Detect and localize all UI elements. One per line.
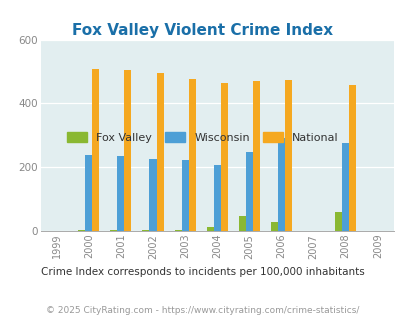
Bar <box>213 165 220 231</box>
Bar <box>124 70 131 231</box>
Bar <box>277 138 284 231</box>
Text: Crime Index corresponds to incidents per 100,000 inhabitants: Crime Index corresponds to incidents per… <box>41 267 364 277</box>
Text: Fox Valley Violent Crime Index: Fox Valley Violent Crime Index <box>72 23 333 38</box>
Bar <box>270 222 277 231</box>
Bar <box>78 230 85 231</box>
Bar <box>188 80 195 231</box>
Bar <box>149 159 156 231</box>
Bar <box>252 82 259 231</box>
Bar <box>92 69 99 231</box>
Bar <box>206 227 213 231</box>
Bar <box>142 230 149 231</box>
Bar <box>220 83 227 231</box>
Bar <box>238 216 245 231</box>
Bar <box>85 155 92 231</box>
Bar <box>284 80 291 231</box>
Bar <box>117 156 124 231</box>
Bar <box>156 73 163 231</box>
Bar <box>334 213 341 231</box>
Bar <box>348 85 355 231</box>
Text: © 2025 CityRating.com - https://www.cityrating.com/crime-statistics/: © 2025 CityRating.com - https://www.city… <box>46 306 359 315</box>
Bar <box>245 152 252 231</box>
Bar <box>341 143 348 231</box>
Bar <box>181 160 188 231</box>
Bar <box>110 230 117 231</box>
Legend: Fox Valley, Wisconsin, National: Fox Valley, Wisconsin, National <box>67 132 338 143</box>
Bar <box>174 230 181 231</box>
